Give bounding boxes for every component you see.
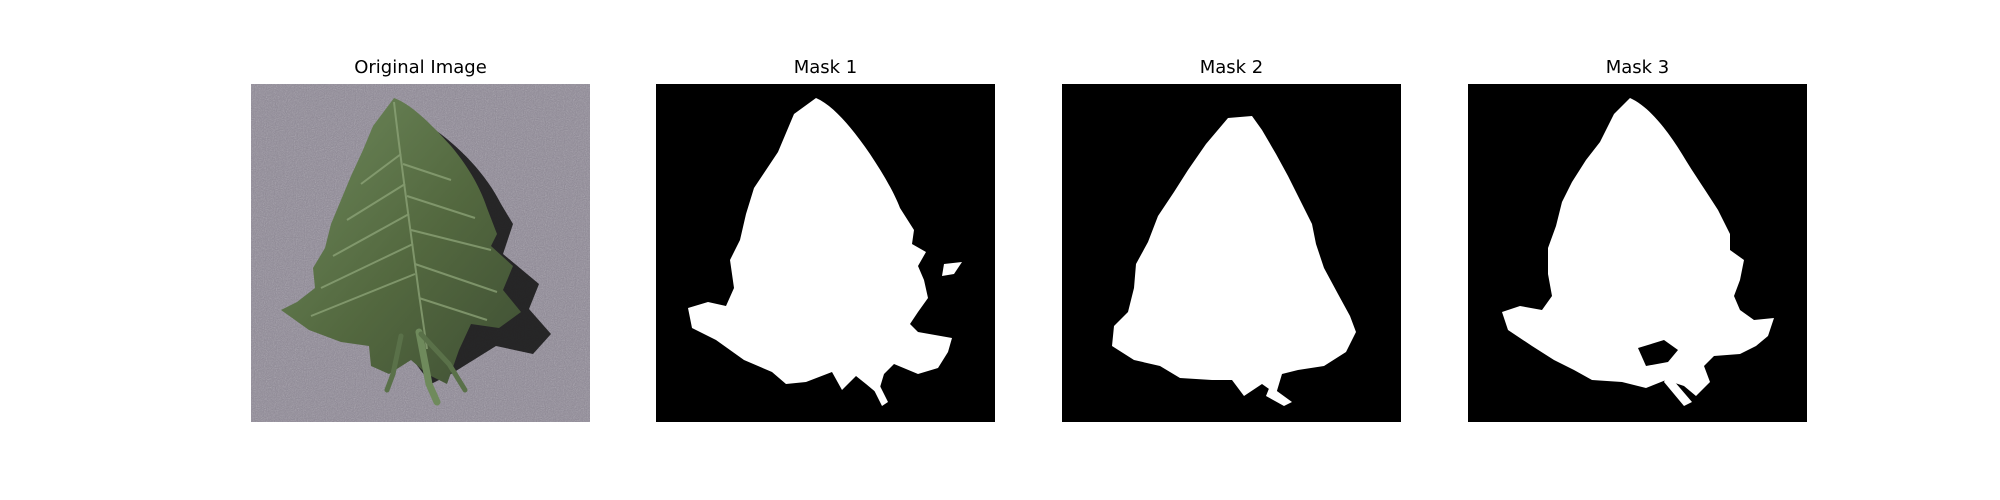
leaf-mask-icon (656, 84, 995, 422)
mask-3-image (1468, 84, 1807, 422)
mask-3-hole (1638, 340, 1678, 366)
mask-3-stem (1664, 374, 1692, 406)
mask-1-fragment (942, 262, 962, 276)
mask-1-stem (874, 382, 888, 406)
mask-2-image (1062, 84, 1401, 422)
leaf-stem (415, 328, 441, 406)
leaf-mask-icon (1062, 84, 1401, 422)
panel-title-mask-2: Mask 2 (1199, 57, 1264, 78)
panel-title-mask-1: Mask 1 (793, 57, 858, 78)
original-image (251, 84, 590, 422)
leaf-mask-icon (1468, 84, 1807, 422)
mask-2-shape (1112, 116, 1356, 396)
leaf-petiole (384, 333, 404, 393)
panel-title-original: Original Image (354, 57, 487, 78)
mask-3-shape (1502, 98, 1774, 396)
mask-1-image (656, 84, 995, 422)
leaf-branch-stem (418, 331, 468, 393)
leaf-veins (310, 101, 498, 350)
mask-1-shape (688, 98, 952, 394)
leaf-photo-icon (251, 84, 590, 422)
panel-title-mask-3: Mask 3 (1605, 57, 1670, 78)
mask-2-stem (1266, 386, 1292, 406)
